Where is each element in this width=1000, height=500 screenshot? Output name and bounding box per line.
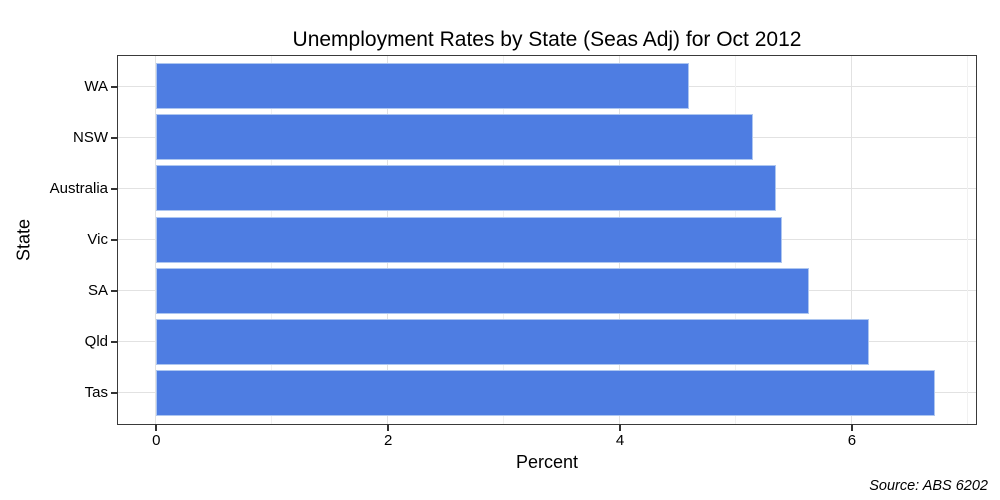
gridline-vertical-minor [966,55,968,424]
x-tick-label-4: 4 [615,432,625,449]
x-tick-mark [619,424,622,431]
y-tick-label-australia: Australia [49,179,108,197]
y-tick-label-sa: SA [87,282,108,300]
bar-wa [155,63,690,110]
bar-tas [155,369,935,416]
y-tick-mark [111,85,118,88]
bar-vic [155,216,782,263]
y-tick-label-wa: WA [84,77,108,95]
bar-qld [155,318,869,365]
x-tick-mark [850,424,853,431]
chart-title: Unemployment Rates by State (Seas Adj) f… [292,28,802,51]
y-tick-mark [111,136,118,139]
y-tick-mark [111,239,118,241]
y-tick-label-tas: Tas [84,384,108,402]
bar-nsw [155,114,753,161]
y-tick-mark [111,392,118,395]
gridline-vertical-major [850,55,852,424]
x-axis-title: Percent [515,452,579,472]
bar-sa [155,267,809,314]
y-tick-mark [111,187,118,190]
x-tick-mark [387,424,390,431]
plot-panel [116,54,977,425]
y-tick-label-qld: Qld [84,333,108,351]
source-note: Source: ABS 6202 [869,478,988,494]
y-tick-mark [111,341,118,344]
x-tick-mark [155,424,158,431]
x-tick-label-6: 6 [847,432,857,449]
y-tick-label-vic: Vic [87,231,108,248]
x-tick-label-2: 2 [383,432,393,449]
y-tick-label-nsw: NSW [73,128,108,146]
y-tick-mark [111,290,118,293]
bars-layer [118,56,976,424]
x-tick-label-0: 0 [152,432,161,449]
bar-australia [155,165,777,212]
